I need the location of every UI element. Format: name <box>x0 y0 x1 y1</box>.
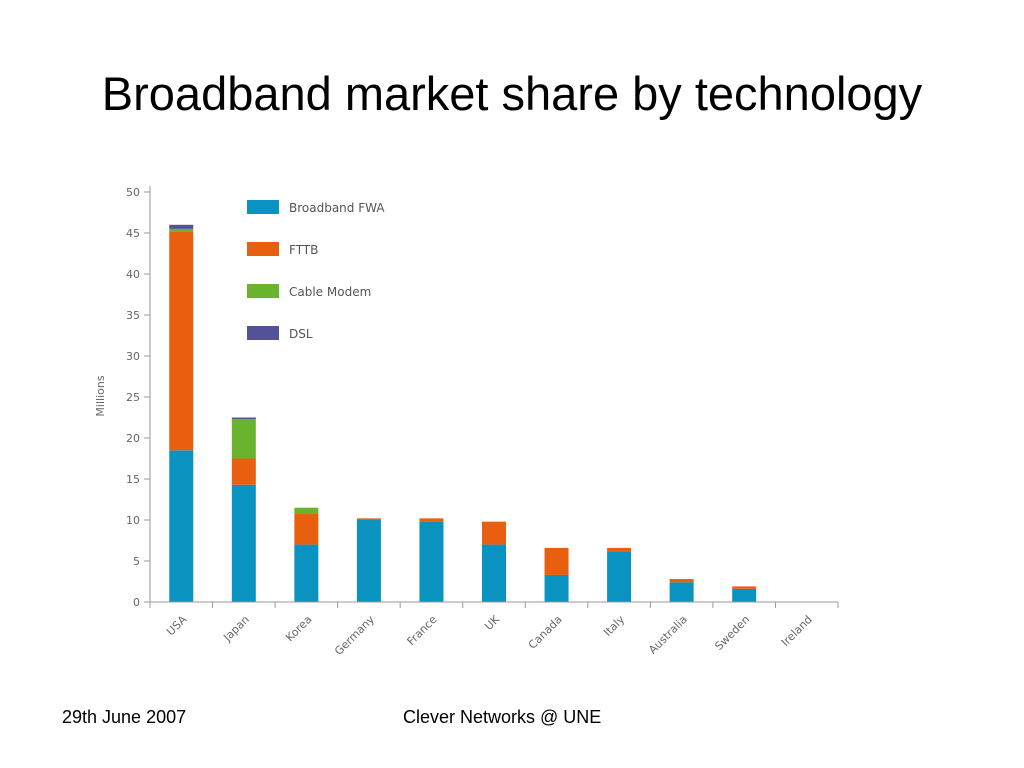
bar-segment <box>356 520 381 602</box>
bar-segment <box>419 518 444 522</box>
bar-segment <box>294 544 319 602</box>
bar-segment <box>732 586 757 589</box>
footer-center: Clever Networks @ UNE <box>403 707 602 727</box>
y-tick-label: 20 <box>126 432 140 445</box>
legend-swatch <box>247 200 279 214</box>
stacked-bar-chart: 0 5 10 15 20 25 30 35 40 45 50 USA Japan Korea German… <box>94 186 839 658</box>
x-tick-label: Ireland <box>779 613 815 649</box>
bar-segment <box>544 574 569 602</box>
bar-segment <box>732 588 757 602</box>
y-tick-label: 45 <box>126 227 140 240</box>
footer-date: 29th June 2007 <box>62 707 187 727</box>
slide-title: Broadband market share by technology <box>101 67 923 120</box>
bar-segment <box>231 417 256 420</box>
y-axis-label: Millions <box>94 375 107 416</box>
bar-segment <box>294 507 319 514</box>
bar-segment <box>419 521 444 602</box>
bars <box>169 224 757 602</box>
bar-segment <box>169 228 194 232</box>
x-tick-label: USA <box>164 613 190 639</box>
legend-label: Broadband FWA <box>289 201 385 215</box>
x-axis: USA Japan Korea Germany France UK Canada Italy A… <box>149 601 839 658</box>
bar-segment <box>169 231 194 451</box>
x-tick-label: Korea <box>283 613 314 644</box>
y-tick-label: 25 <box>126 391 140 404</box>
y-tick-label: 30 <box>126 350 140 363</box>
y-tick-label: 5 <box>133 555 140 568</box>
y-tick-label: 35 <box>126 309 140 322</box>
y-tick-label: 10 <box>126 514 140 527</box>
x-tick-label: Canada <box>526 613 565 652</box>
bar-segment <box>294 513 319 545</box>
y-tick-label: 40 <box>126 268 140 281</box>
legend-swatch <box>247 326 279 340</box>
bar-segment <box>544 547 569 575</box>
bar-segment <box>356 518 381 520</box>
bar-segment <box>231 484 256 602</box>
bar-segment <box>482 544 506 602</box>
bar-segment <box>607 547 632 552</box>
legend-label: DSL <box>289 327 313 341</box>
bar-segment <box>231 419 256 459</box>
x-tick-label: Germany <box>332 613 377 658</box>
x-tick-label: UK <box>482 612 503 633</box>
bar-segment <box>669 579 694 583</box>
legend-swatch <box>247 242 279 256</box>
x-tick-label: Japan <box>220 613 252 645</box>
x-tick-label: Italy <box>601 613 627 639</box>
bar-segment <box>169 224 194 229</box>
legend-label: Cable Modem <box>289 285 371 299</box>
legend: Broadband FWA FTTB Cable Modem DSL <box>247 200 385 341</box>
legend-swatch <box>247 284 279 298</box>
bar-segment <box>669 582 694 602</box>
x-tick-label: Sweden <box>712 613 752 653</box>
x-tick-label: Australia <box>646 613 690 657</box>
bar-segment <box>169 450 194 602</box>
legend-label: FTTB <box>289 243 318 257</box>
y-tick-label: 50 <box>126 186 140 199</box>
y-tick-label: 15 <box>126 473 140 486</box>
bar-segment <box>482 521 506 545</box>
y-tick-label: 0 <box>133 596 140 609</box>
bar-segment <box>607 551 632 602</box>
bar-segment <box>231 458 256 485</box>
y-axis: 0 5 10 15 20 25 30 35 40 45 50 <box>126 186 151 609</box>
x-tick-label: France <box>405 613 440 648</box>
